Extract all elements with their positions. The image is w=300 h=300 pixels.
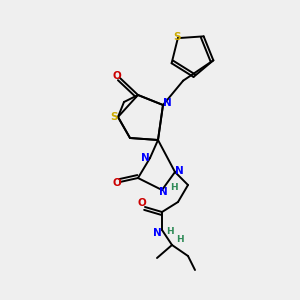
Text: N: N [153,228,161,238]
Text: N: N [175,166,183,176]
Text: N: N [163,98,171,108]
Text: O: O [112,71,122,81]
Text: O: O [112,178,122,188]
Text: H: H [166,226,174,236]
Text: N: N [159,187,167,197]
Text: H: H [170,184,178,193]
Text: H: H [176,236,184,244]
Text: O: O [138,198,146,208]
Text: S: S [173,32,181,42]
Text: S: S [110,112,118,122]
Text: N: N [141,153,149,163]
